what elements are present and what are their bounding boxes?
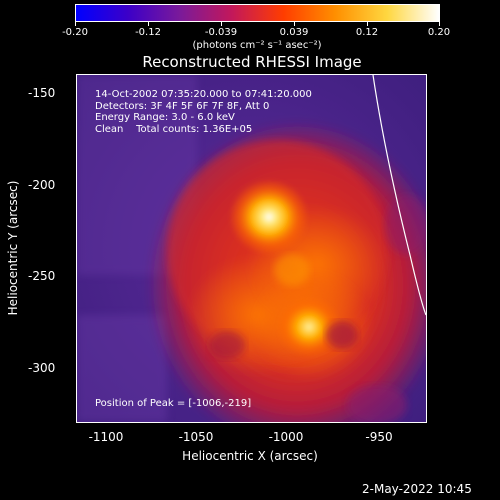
colorbar-label: -0.039 [204,27,238,38]
x-tick-label: -1050 [178,430,214,444]
colorbar-tick [221,22,222,26]
x-axis-label: Heliocentric X (arcsec) [182,449,318,463]
colorbar-units: (photons cm⁻² s⁻¹ asec⁻²) [192,40,322,51]
solar-limb-line [372,75,426,316]
colorbar-label: 0.039 [279,27,309,38]
x-tick-label: -950 [365,430,393,444]
image-plot: 14-Oct-2002 07:35:20.000 to 07:41:20.000… [76,74,427,423]
timestamp: 2-May-2022 10:45 [362,482,472,496]
colorbar-tick [75,22,76,26]
y-tick-label: -300 [28,361,56,375]
colorbar-label: -0.12 [135,27,161,38]
colorbar-tick [439,22,440,26]
y-tick-label: -250 [28,269,56,283]
x-tick-label: -1000 [268,430,304,444]
peak-position: Position of Peak = [-1006,-219] [95,398,252,409]
colorbar-label: -0.20 [62,27,88,38]
y-axis-label: Heliocentric Y (arcsec) [6,180,20,316]
y-tick-label: -200 [28,178,56,192]
colorbar [75,4,440,22]
info-line: Clean Total counts: 1.36E+05 [95,124,253,135]
info-line: Energy Range: 3.0 - 6.0 keV [95,112,235,123]
colorbar-tick [294,22,295,26]
colorbar-tick [148,22,149,26]
colorbar-label: 0.12 [355,27,379,38]
x-tick-label: -1100 [88,430,124,444]
colorbar-label: 0.20 [427,27,451,38]
info-line: Detectors: 3F 4F 5F 6F 7F 8F, Att 0 [95,101,270,112]
info-line: 14-Oct-2002 07:35:20.000 to 07:41:20.000 [95,89,312,100]
y-tick-label: -150 [28,86,56,100]
plot-title: Reconstructed RHESSI Image [142,53,362,71]
solar-image [77,75,426,422]
colorbar-tick [367,22,368,26]
